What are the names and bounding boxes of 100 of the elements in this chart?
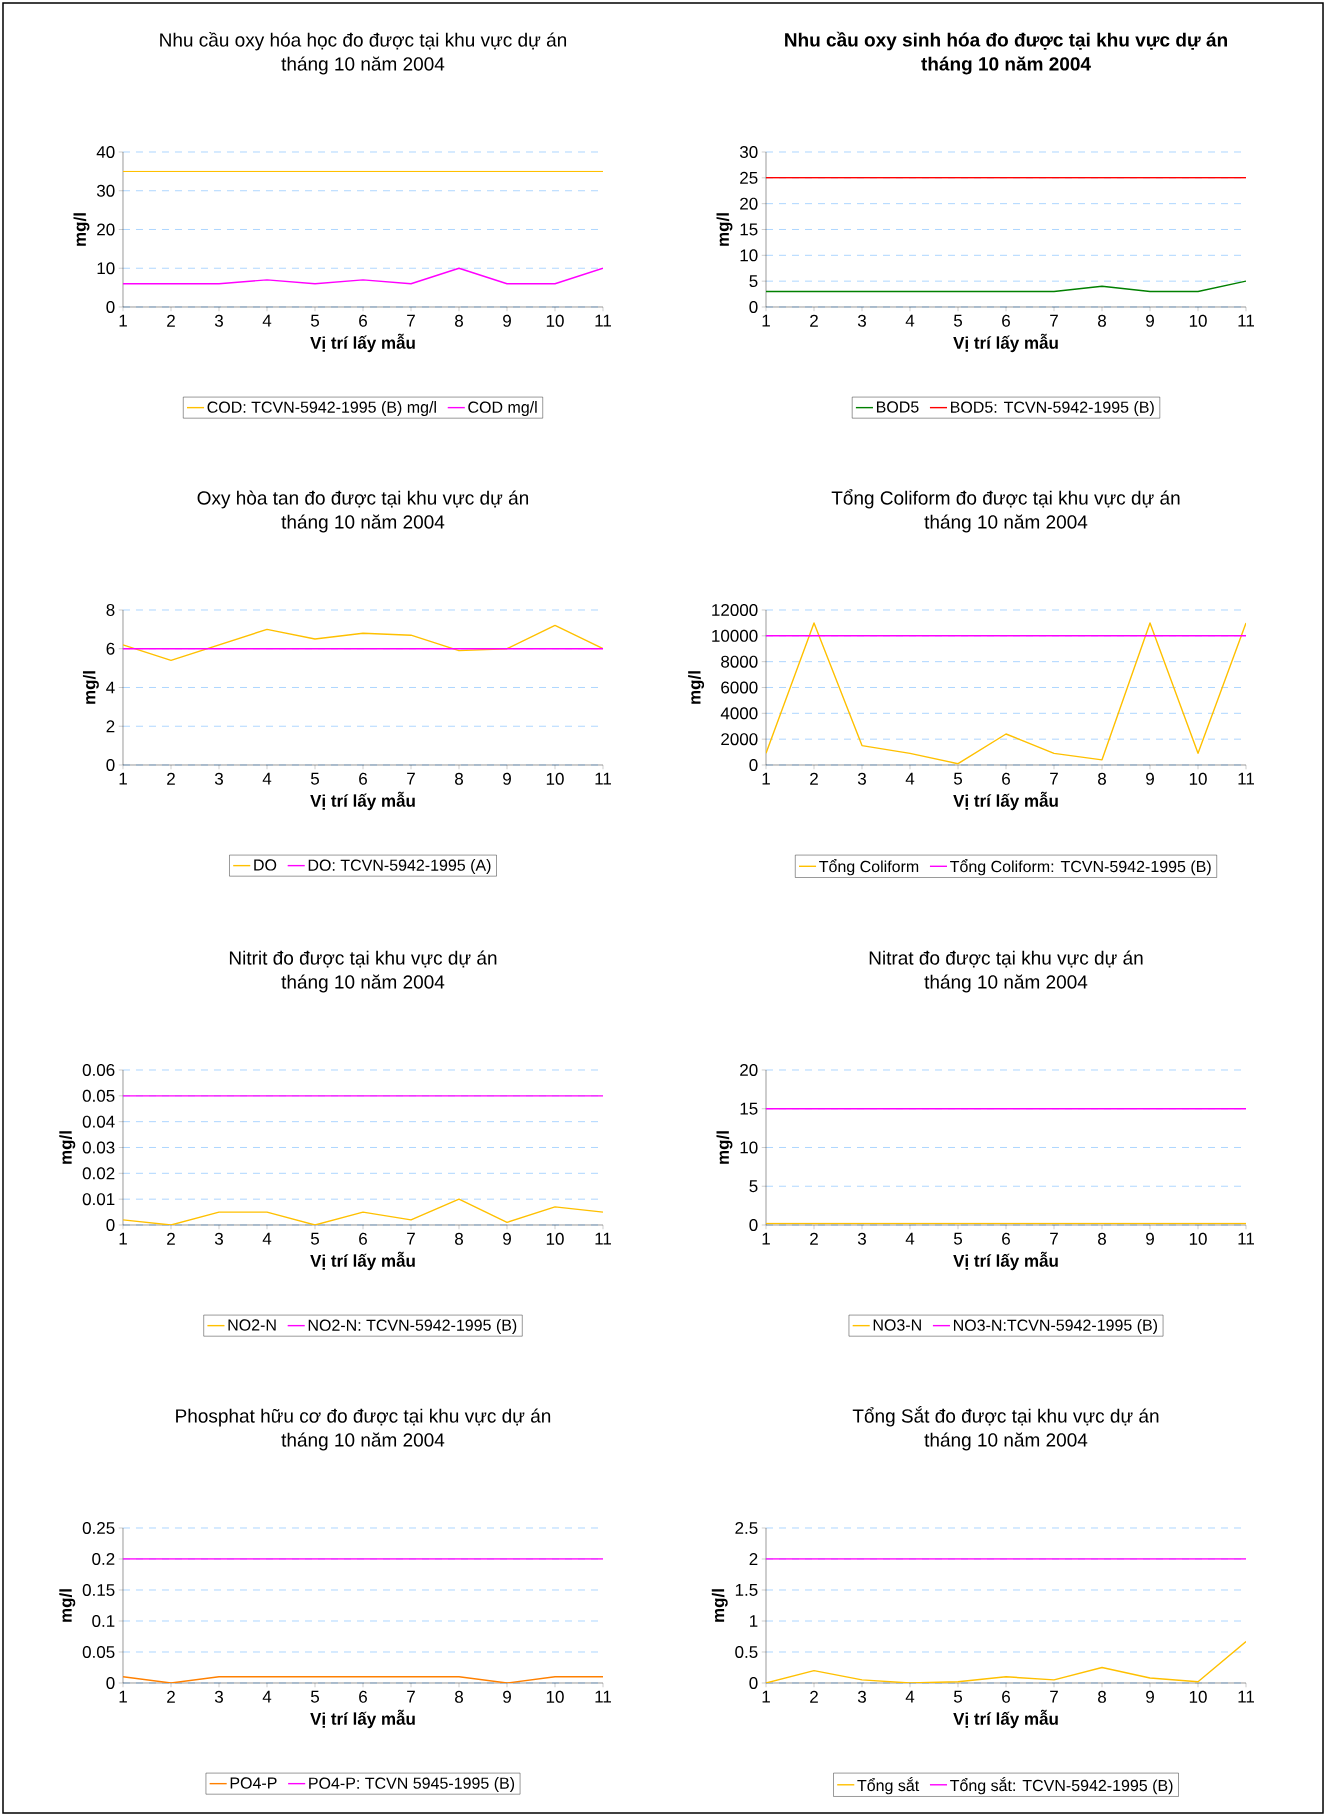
y-tick-label: 0.1 — [92, 1614, 115, 1628]
x-tick-label: 9 — [503, 314, 511, 327]
y-axis-title: mg/l — [716, 1131, 733, 1164]
x-tick-label: 3 — [857, 1232, 866, 1245]
legend-label: COD: TCVN-5942-1995 (B) mg/l — [207, 401, 436, 416]
x-tick-label: 10 — [546, 1232, 564, 1245]
y-tick-label: 0 — [106, 300, 115, 314]
chart-subtitle: tháng 10 năm 2004 — [924, 514, 1088, 533]
x-tick-label: 9 — [1146, 1690, 1154, 1703]
x-tick-label: 8 — [455, 1232, 463, 1245]
y-tick-label: 20 — [740, 197, 758, 210]
x-tick-label: 10 — [1189, 772, 1207, 785]
x-tick-label: 3 — [857, 772, 866, 785]
x-tick-label: 1 — [762, 772, 770, 785]
x-tick-label: 8 — [455, 314, 463, 327]
x-tick-label: 9 — [1146, 1232, 1154, 1245]
x-tick-label: 3 — [214, 1690, 223, 1703]
x-tick-label: 11 — [595, 772, 611, 785]
x-tick-label: 5 — [310, 1232, 320, 1245]
y-tick-label: 0.04 — [82, 1115, 115, 1128]
x-tick-label: 5 — [310, 314, 320, 327]
chart-title: Oxy hòa tan đo được tại khu vực dự án — [197, 490, 529, 509]
y-tick-label: 0 — [106, 758, 115, 772]
x-tick-label: 9 — [1146, 772, 1154, 785]
x-tick-label: 7 — [1050, 1690, 1058, 1703]
y-tick-label: 10 — [740, 249, 758, 262]
x-tick-label: 6 — [359, 1690, 367, 1703]
x-tick-label: 7 — [407, 314, 415, 327]
x-tick-label: 10 — [546, 1690, 564, 1703]
x-axis-title: Vị trí lấy mẫu — [953, 1251, 1058, 1271]
y-tick-label: 40 — [96, 145, 115, 159]
x-tick-label: 5 — [953, 1232, 963, 1245]
chart-subtitle: tháng 10 năm 2004 — [281, 56, 445, 75]
x-tick-label: 2 — [810, 1232, 818, 1245]
y-tick-label: 30 — [96, 184, 115, 197]
y-tick-label: 5 — [749, 1180, 758, 1193]
x-tick-label: 6 — [359, 314, 367, 327]
x-tick-label: 4 — [905, 1690, 915, 1703]
x-tick-label: 2 — [810, 1690, 818, 1703]
x-tick-label: 3 — [214, 1232, 223, 1245]
x-tick-label: 4 — [262, 314, 272, 327]
legend-label: DO: TCVN-5942-1995 (A) — [308, 859, 491, 874]
x-tick-label: 11 — [1238, 772, 1255, 785]
y-tick-label: 0.2 — [92, 1552, 115, 1566]
y-tick-label: 0 — [749, 300, 758, 314]
legend-label: NO3-N:TCVN-5942-1995 (B) — [953, 1319, 1158, 1334]
x-tick-label: 2 — [810, 772, 818, 785]
x-tick-label: 10 — [546, 772, 564, 785]
y-tick-label: 10000 — [712, 629, 758, 642]
y-tick-label: 10 — [740, 1141, 758, 1154]
y-tick-label: 0 — [106, 1676, 115, 1690]
y-tick-label: 20 — [740, 1063, 758, 1077]
chart-subtitle: tháng 10 năm 2004 — [281, 514, 445, 533]
y-tick-label: 0.25 — [82, 1521, 115, 1535]
x-tick-label: 3 — [214, 314, 223, 327]
x-axis-title: Vị trí lấy mẫu — [953, 333, 1058, 353]
x-tick-label: 6 — [359, 772, 367, 785]
legend-label: NO2-N: TCVN-5942-1995 (B) — [308, 1319, 517, 1334]
legend-label: Tổng Coliform — [819, 859, 919, 876]
y-tick-label: 1 — [750, 1615, 758, 1627]
x-tick-label: 7 — [407, 1690, 415, 1703]
chart-subtitle: tháng 10 năm 2004 — [921, 56, 1091, 75]
legend-label: COD mg/l — [468, 401, 537, 416]
x-tick-label: 8 — [1098, 1690, 1106, 1703]
x-tick-label: 5 — [953, 772, 963, 785]
y-tick-label: 0.05 — [82, 1089, 115, 1102]
y-tick-label: 6000 — [721, 681, 758, 694]
x-tick-label: 2 — [167, 1232, 175, 1245]
x-axis-title: Vị trí lấy mẫu — [310, 1709, 415, 1729]
x-tick-label: 4 — [905, 314, 915, 327]
x-tick-label: 2 — [810, 314, 818, 327]
x-tick-label: 4 — [262, 1690, 272, 1703]
chart-subtitle: tháng 10 năm 2004 — [281, 1432, 445, 1451]
y-axis-title: mg/l — [73, 213, 90, 246]
x-tick-label: 11 — [595, 1232, 611, 1245]
x-tick-label: 5 — [953, 1690, 963, 1703]
x-tick-label: 5 — [953, 314, 963, 327]
legend-label: PO4-P — [230, 1777, 277, 1789]
x-tick-label: 7 — [1050, 772, 1058, 785]
x-tick-label: 11 — [1238, 1232, 1255, 1245]
y-tick-label: 8000 — [721, 655, 758, 668]
x-tick-label: 8 — [455, 772, 463, 785]
x-tick-label: 7 — [407, 772, 415, 785]
x-tick-label: 7 — [1050, 1232, 1058, 1245]
x-axis-title: Vị trí lấy mẫu — [310, 791, 415, 811]
legend-label: Tổng sắt — [857, 1777, 920, 1795]
x-tick-label: 6 — [1002, 1232, 1010, 1245]
y-tick-label: 8 — [106, 603, 115, 617]
y-axis-title: mg/l — [59, 1131, 76, 1164]
y-tick-label: 0.03 — [82, 1141, 115, 1154]
y-tick-label: 0.01 — [82, 1193, 115, 1206]
y-tick-label: 12000 — [712, 603, 758, 617]
y-tick-label: 6 — [106, 642, 115, 655]
x-tick-label: 1 — [762, 1690, 770, 1703]
y-tick-label: 10 — [97, 262, 115, 275]
x-tick-label: 8 — [1098, 1232, 1106, 1245]
x-axis-title: Vị trí lấy mẫu — [310, 333, 415, 353]
y-axis-title: mg/l — [82, 671, 99, 704]
y-tick-label: 2000 — [721, 733, 758, 746]
x-tick-label: 11 — [595, 314, 611, 327]
